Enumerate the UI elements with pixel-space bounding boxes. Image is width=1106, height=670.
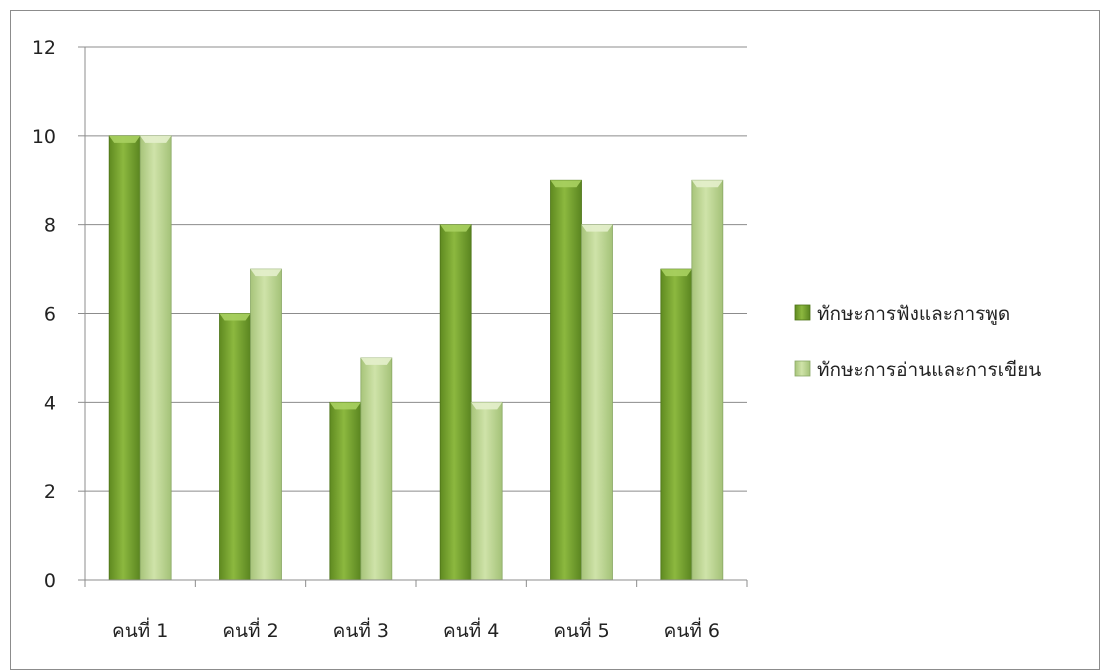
- x-tick-label: คนที่ 4: [443, 617, 499, 642]
- bar-body: [108, 135, 141, 581]
- bar-body: [470, 401, 503, 581]
- bar-body: [660, 268, 693, 581]
- bar-reading-writing: [581, 224, 613, 581]
- bar-body: [139, 135, 172, 581]
- bar-listening-speaking: [439, 224, 472, 581]
- bar-bevel: [109, 135, 141, 143]
- bars: [108, 135, 724, 581]
- x-tick-label: คนที่ 1: [112, 617, 168, 642]
- tick-labels: 0 2 4 6 8 10 12 คนที่ 1 คนที่ 2 คนที่ 3 คนที่ 4 คนท…: [32, 37, 720, 642]
- legend-label: ทักษะการอ่านและการเขียน: [817, 359, 1041, 381]
- x-tick-label: คนที่ 5: [553, 617, 609, 642]
- y-tick-label: 6: [44, 304, 56, 326]
- bar-bevel: [440, 224, 472, 232]
- bar-bevel: [360, 357, 392, 365]
- x-tick-label: คนที่ 6: [664, 617, 720, 642]
- bar-bevel: [140, 135, 172, 143]
- bar-bevel: [691, 180, 723, 188]
- axes: [84, 47, 748, 587]
- y-tick-label: 0: [44, 570, 56, 592]
- legend-label: ทักษะการฟังและการพูด: [817, 303, 1010, 325]
- bar-body: [691, 179, 724, 581]
- bar-bevel: [550, 180, 582, 188]
- bar-bevel: [581, 224, 613, 232]
- bar-bevel: [219, 313, 251, 321]
- y-tick-label: 4: [44, 392, 56, 414]
- grid-lines: [85, 46, 747, 492]
- bar-bevel: [660, 269, 692, 277]
- legend-swatch: [794, 304, 811, 321]
- bar-listening-speaking: [329, 401, 362, 581]
- legend: ทักษะการฟังและการพูดทักษะการอ่านและการเข…: [794, 303, 1041, 381]
- bar-body: [581, 224, 613, 581]
- bar-reading-writing: [360, 357, 393, 581]
- bar-bevel: [250, 269, 282, 277]
- bar-listening-speaking: [660, 268, 693, 581]
- x-tick-label: คนที่ 2: [222, 617, 278, 642]
- bar-reading-writing: [139, 135, 172, 581]
- bar-body: [219, 313, 251, 581]
- y-tick-label: 8: [44, 215, 56, 237]
- y-tick-label: 12: [32, 37, 56, 59]
- bar-reading-writing: [691, 179, 724, 581]
- x-tick-label: คนที่ 3: [333, 617, 389, 642]
- bar-chart: 0 2 4 6 8 10 12 คนที่ 1 คนที่ 2 คนที่ 3 คนที่ 4 คนท…: [32, 37, 1041, 642]
- bar-body: [550, 179, 582, 581]
- bar-reading-writing: [250, 268, 282, 581]
- bar-body: [250, 268, 282, 581]
- bar-reading-writing: [470, 401, 503, 581]
- bar-bevel: [471, 402, 503, 410]
- bar-listening-speaking: [219, 313, 251, 581]
- y-tick-label: 10: [32, 126, 56, 148]
- bar-listening-speaking: [550, 179, 582, 581]
- legend-swatch: [794, 360, 811, 377]
- y-tick-label: 2: [44, 481, 56, 503]
- bar-body: [360, 357, 393, 581]
- bar-body: [329, 401, 362, 581]
- bar-bevel: [329, 402, 361, 410]
- bar-body: [439, 224, 472, 581]
- bar-listening-speaking: [108, 135, 141, 581]
